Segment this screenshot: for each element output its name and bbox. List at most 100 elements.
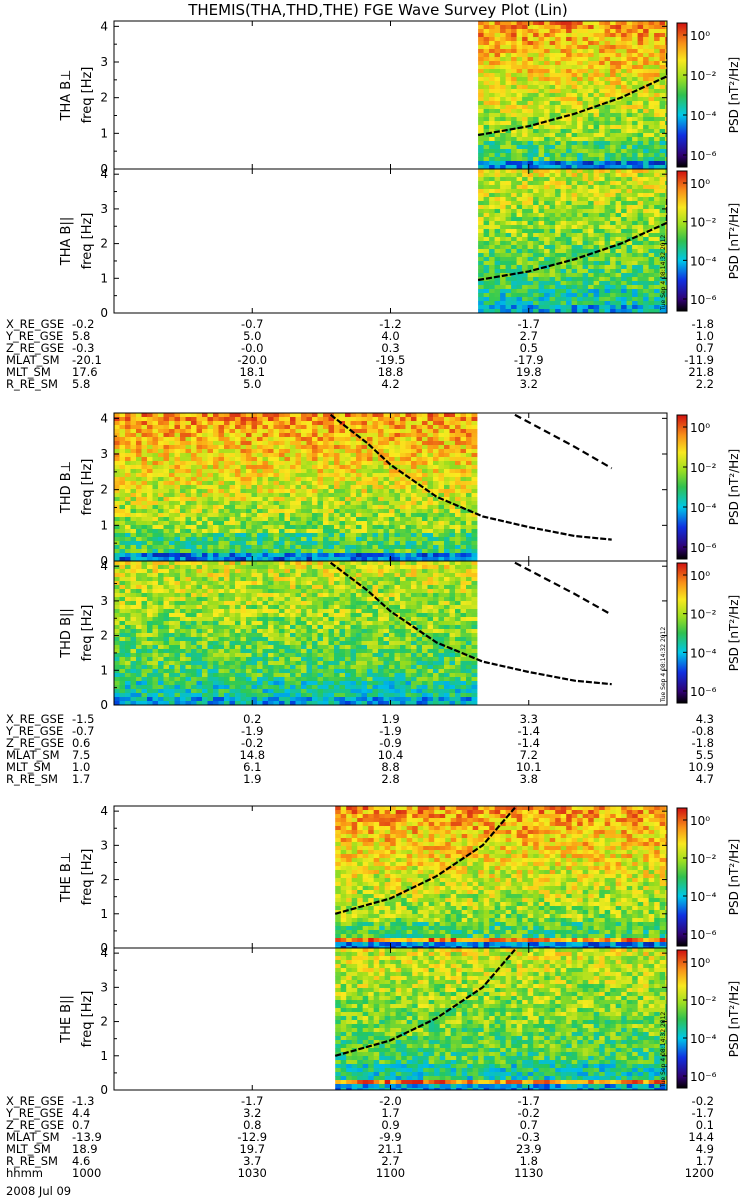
ephemeris-row-name: MLT_SM [6, 365, 51, 379]
ephemeris-row-name: MLAT_SM [6, 353, 60, 367]
ephemeris-value: -20.1 [72, 353, 102, 367]
ephemeris-value: 2.7 [520, 329, 538, 343]
ephemeris-row-name: Z_RE_GSE [6, 341, 64, 355]
y-tick-label: 1 [100, 663, 108, 677]
curve-the-bpar [334, 948, 516, 1057]
panel-the-bperp: 0 1 2 3 4 THE B⊥ freq [Hz] 10⁰ 10⁻² 10⁻⁴ 10⁻⁶ PSD [… [59, 804, 741, 955]
ephemeris-row-name: Y_RE_GSE [5, 724, 63, 738]
ephemeris-value: -1.5 [72, 712, 94, 726]
spectrogram-thd-bperp [114, 413, 478, 561]
ephemeris-row-name: hhmm [6, 1166, 43, 1180]
colorbar-tick-label: 10⁻² [690, 461, 717, 475]
ephemeris-value: -1.3 [72, 1094, 94, 1108]
timestamp-stamp: Tue Sep 4 08:14:32 2012 [660, 235, 667, 311]
ephemeris-value: 5.8 [72, 377, 90, 391]
freq-axis-label: freq [Hz] [80, 213, 95, 270]
colorbar-label: PSD [nT²/Hz] [727, 449, 741, 525]
freq-axis-label: freq [Hz] [80, 991, 95, 1048]
ephemeris-value: -20.0 [237, 353, 267, 367]
ephemeris-value: 21.8 [688, 365, 714, 379]
ephemeris-value: 14.8 [239, 748, 265, 762]
y-tick-label: 1 [100, 907, 108, 921]
ephemeris-value: 4.2 [381, 377, 399, 391]
ephemeris-value: 5.0 [243, 377, 261, 391]
colorbar-thd-bpar [676, 562, 688, 704]
ephemeris-row-name: R_RE_SM [6, 1154, 58, 1168]
y-tick-label: 3 [100, 55, 108, 69]
ephemeris-value: 0.6 [72, 736, 90, 750]
ephemeris-the: X_RE_GSE -1.3 -1.7 -2.0 -1.7 -0.2Y_RE_GSE 4.4 3… [5, 1094, 714, 1180]
timestamp-stamp: Tue Sep 4 08:14:32 2012 [660, 627, 667, 703]
y-tick-label: 2 [100, 237, 108, 251]
y-tick-label: 4 [100, 19, 108, 33]
ephemeris-value: 4.9 [696, 1142, 714, 1156]
ephemeris-value: 10.9 [688, 760, 714, 774]
ephemeris-value: 1.7 [381, 1106, 399, 1120]
ephemeris-row-name: Z_RE_GSE [6, 1118, 64, 1132]
ephemeris-value: 4.3 [696, 712, 714, 726]
freq-axis-label: freq [Hz] [80, 605, 95, 662]
curve-the-bperp [334, 806, 516, 915]
ephemeris-row-name: Z_RE_GSE [6, 736, 64, 750]
ephemeris-value: 5.5 [696, 748, 714, 762]
ephemeris-tha: X_RE_GSE -0.2 -0.7 -1.2 -1.7 -1.8 Y_RE_GSE 5.8 5… [5, 317, 714, 391]
ephemeris-value: -0.3 [518, 1130, 540, 1144]
ephemeris-value: -1.4 [518, 724, 540, 738]
ephemeris-value: -1.7 [518, 317, 540, 331]
curve-tha-bperp [477, 51, 667, 137]
y-tick-label: 4 [100, 559, 108, 573]
panel-ylabel: THA B⊥ [59, 70, 74, 122]
colorbar-label: PSD [nT²/Hz] [727, 981, 741, 1057]
panel-tha-bperp: 0 1 2 3 4 THA B⊥ freq [Hz] 10⁰ 10⁻² 10⁻⁴ 10⁻⁶ PSD [… [59, 19, 741, 176]
ephemeris-value: 3.3 [520, 712, 538, 726]
colorbar-tick-label: 10⁻⁴ [690, 646, 717, 660]
curve-thd-bperp [329, 413, 612, 541]
ephemeris-value: 0.9 [381, 1118, 399, 1132]
y-tick-label: 2 [100, 1015, 108, 1029]
y-tick-label: 0 [100, 554, 108, 568]
freq-axis-label: freq [Hz] [80, 459, 95, 516]
ephemeris-row-name: MLT_SM [6, 1142, 51, 1156]
ephemeris-value: -0.2 [692, 1094, 714, 1108]
ephemeris-value: 2.2 [696, 377, 714, 391]
ephemeris-tables: X_RE_GSE -0.2 -0.7 -1.2 -1.7 -1.8 Y_RE_GSE 5.8 5… [5, 317, 714, 1180]
ephemeris-value: -1.9 [241, 724, 263, 738]
y-tick-label: 3 [100, 202, 108, 216]
ephemeris-value: -19.5 [376, 353, 406, 367]
date-label: 2008 Jul 09 [6, 1184, 71, 1198]
panel-ylabel: THD B|| [59, 608, 74, 659]
ephemeris-value: -17.9 [514, 353, 544, 367]
ephemeris-row-name: X_RE_GSE [6, 317, 64, 331]
ephemeris-value: 10.4 [378, 748, 404, 762]
ephemeris-value: -0.7 [72, 724, 94, 738]
ephemeris-value: -1.8 [692, 317, 714, 331]
ephemeris-value: 19.7 [239, 1142, 265, 1156]
colorbar-label: PSD [nT²/Hz] [727, 839, 741, 915]
colorbar-tick-label: 10⁻⁴ [690, 254, 717, 268]
ephemeris-value: -0.2 [518, 1106, 540, 1120]
ephemeris-value: -13.9 [72, 1130, 102, 1144]
ephemeris-value: 10.1 [516, 760, 542, 774]
y-tick-label: 2 [100, 873, 108, 887]
ephemeris-row-name: X_RE_GSE [6, 712, 64, 726]
ephemeris-value: -11.9 [684, 353, 714, 367]
colorbar-tick-label: 10⁻⁴ [690, 890, 717, 904]
ephemeris-value: -0.3 [72, 341, 94, 355]
ephemeris-value: 0.7 [696, 341, 714, 355]
y-tick-label: 2 [100, 629, 108, 643]
curve-thd-bpar [514, 561, 613, 616]
ephemeris-value: 1000 [72, 1166, 101, 1180]
colorbar-tick-label: 10⁻² [690, 216, 717, 230]
ephemeris-value: -0.8 [692, 724, 714, 738]
colorbar-tick-label: 10⁻⁶ [690, 685, 717, 699]
ephemeris-value: 4.6 [72, 1154, 90, 1168]
colorbar-tick-label: 10⁰ [690, 956, 710, 970]
colorbar-tick-label: 10⁻⁶ [690, 541, 717, 555]
y-tick-label: 3 [100, 594, 108, 608]
colorbar-tick-label: 10⁻⁶ [690, 1070, 717, 1084]
y-tick-label: 2 [100, 483, 108, 497]
ephemeris-value: 1.0 [696, 329, 714, 343]
colorbar-tick-label: 10⁻² [690, 994, 717, 1008]
colorbar-label: PSD [nT²/Hz] [727, 203, 741, 279]
